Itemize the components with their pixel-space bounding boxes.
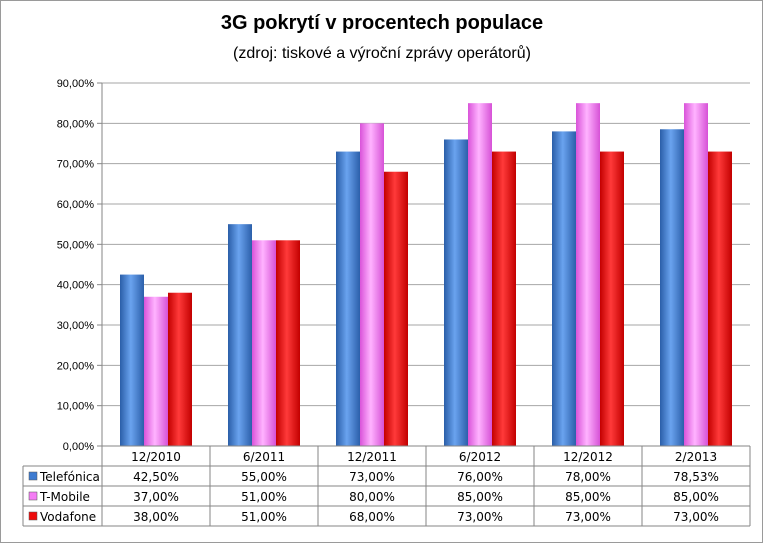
bar-telef-nica-12-2012 [552,131,576,446]
legend-key [28,471,38,481]
data-label: 42,50% [133,470,179,484]
data-label: 73,00% [349,470,395,484]
data-label: 78,00% [565,470,611,484]
legend-entry: T-Mobile [39,490,90,504]
y-tick-label: 50,00% [57,239,95,251]
data-label: 78,53% [673,470,719,484]
data-label: 37,00% [133,490,179,504]
x-tick-label: 12/2011 [347,450,397,464]
x-tick-label: 6/2012 [459,450,501,464]
y-tick-label: 10,00% [57,401,95,413]
chart-title: 3G pokrytí v procentech populace [221,12,543,34]
y-tick-label: 60,00% [57,199,95,211]
legend-entry: Telefónica [39,470,100,484]
x-tick-label: 6/2011 [243,450,285,464]
legend-entry: Vodafone [40,510,96,524]
data-label: 73,00% [565,510,611,524]
bar-vodafone-6-2012 [492,151,516,447]
x-tick-label: 12/2010 [131,450,181,464]
y-tick-label: 70,00% [57,159,95,171]
data-label: 73,00% [457,510,503,524]
bars [120,103,732,447]
bar-t-mobile-12-2011 [360,123,384,446]
data-table: 12/2010 6/2011 12/2011 6/2012 12/2012 2/2013 T… [22,445,751,527]
data-label: 76,00% [457,470,503,484]
data-label: 85,00% [565,490,611,504]
bar-vodafone-12-2010 [168,292,192,446]
bar-telef-nica-2-2013 [660,129,684,446]
bar-t-mobile-6-2012 [468,103,492,447]
bar-t-mobile-2-2013 [684,103,708,447]
bar-vodafone-2-2013 [708,151,732,447]
data-label: 51,00% [241,510,287,524]
bar-vodafone-12-2012 [600,151,624,447]
bar-telef-nica-12-2010 [120,274,144,446]
data-label: 68,00% [349,510,395,524]
data-label: 73,00% [673,510,719,524]
y-tick-label: 80,00% [57,118,95,130]
bar-t-mobile-12-2012 [576,103,600,447]
bar-telef-nica-6-2011 [228,224,252,446]
bar-t-mobile-6-2011 [252,240,276,446]
chart-subtitle: (zdroj: tiskové a výroční zprávy operáto… [233,44,531,62]
y-tick-label: 40,00% [57,280,95,292]
y-tick-label: 0,00% [63,441,94,453]
x-tick-label: 12/2012 [563,450,613,464]
bar-telef-nica-6-2012 [444,139,468,446]
data-label: 85,00% [673,490,719,504]
data-label: 85,00% [457,490,503,504]
y-tick-label: 90,00% [57,78,95,90]
gridlines [97,82,750,447]
data-label: 38,00% [133,510,179,524]
bar-t-mobile-12-2010 [144,296,168,446]
x-tick-label: 2/2013 [675,450,717,464]
bar-vodafone-6-2011 [276,240,300,446]
data-label: 55,00% [241,470,287,484]
bar-telef-nica-12-2011 [336,151,360,447]
y-tick-label: 30,00% [57,320,95,332]
data-label: 80,00% [349,490,395,504]
bar-vodafone-12-2011 [384,171,408,446]
y-axis-ticks: 0,00% 10,00% 20,00% 30,00% 40,00% 50,00% 60,00… [57,78,95,453]
legend-key [28,491,38,501]
data-label: 51,00% [241,490,287,504]
legend-key [28,511,38,521]
y-tick-label: 20,00% [57,360,95,372]
